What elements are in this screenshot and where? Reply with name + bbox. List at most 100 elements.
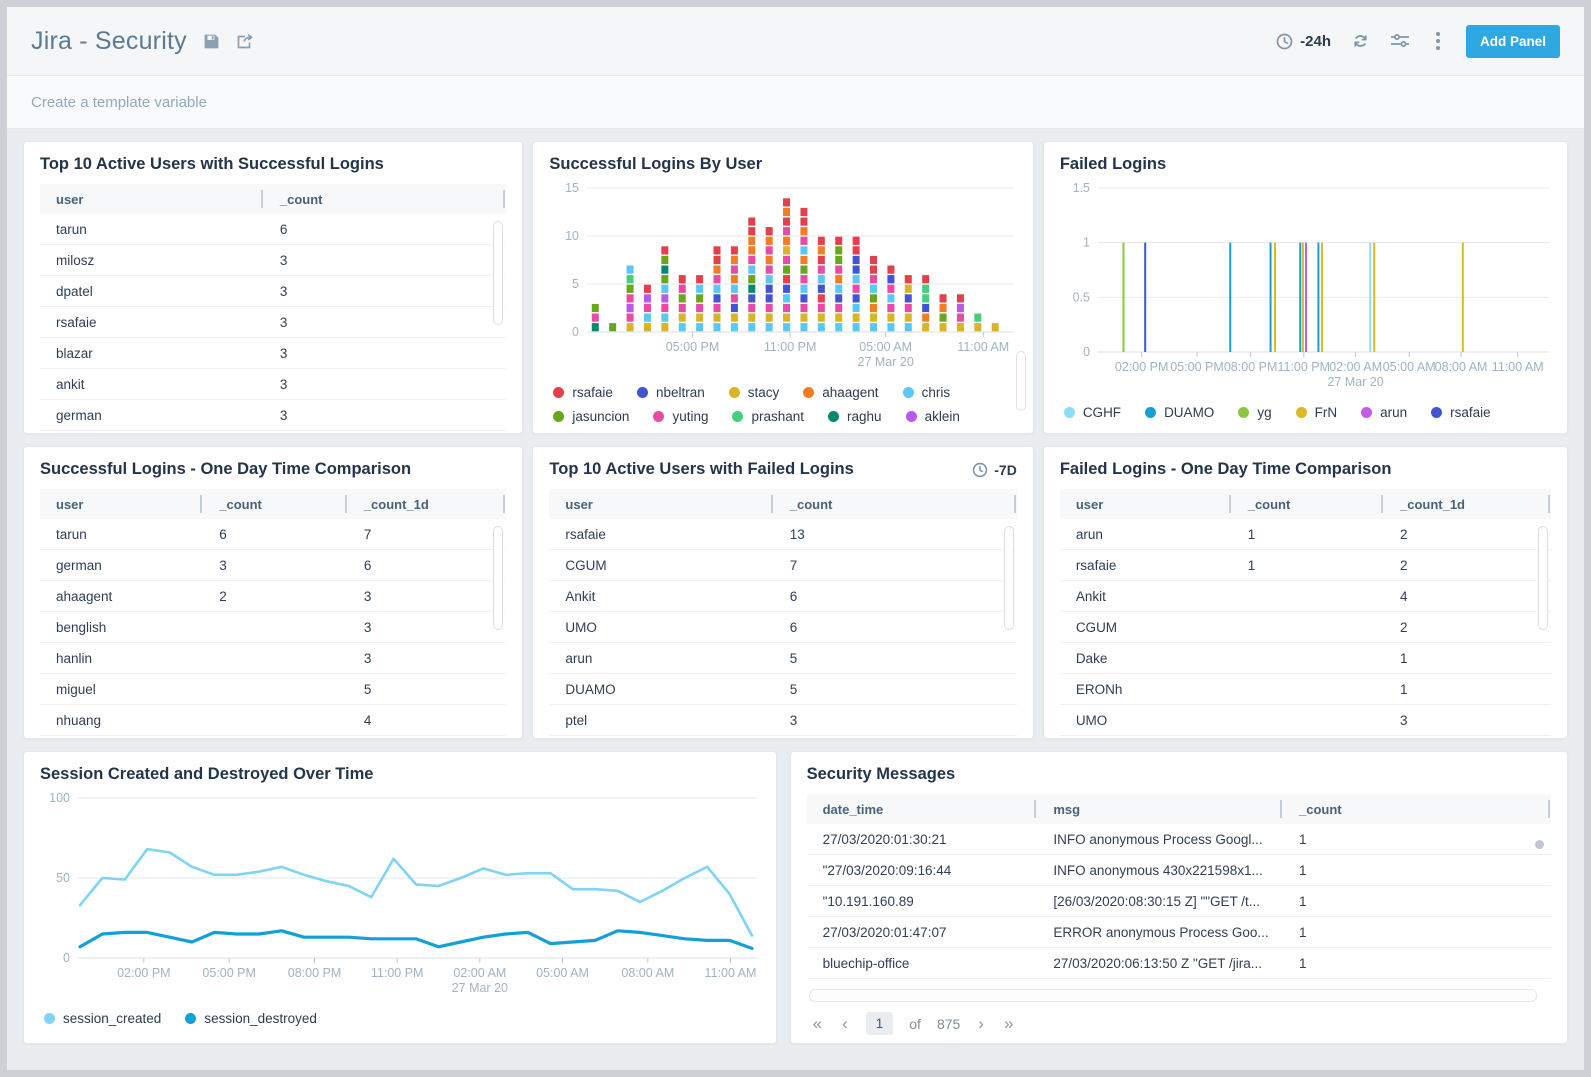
legend-item-ahaagent[interactable]: ahaagent xyxy=(803,385,879,400)
filters-icon[interactable] xyxy=(1390,33,1410,49)
table-cell: 7 xyxy=(347,519,507,550)
legend-item-jasuncion[interactable]: jasuncion xyxy=(553,409,629,424)
column-header-user[interactable]: user xyxy=(40,184,264,214)
legend-dot xyxy=(728,387,740,398)
save-icon[interactable] xyxy=(203,33,220,50)
legend-label: prashant xyxy=(751,409,805,424)
chart-legend: session_created session_destroyed xyxy=(40,1011,760,1026)
legend-item-CGHF[interactable]: CGHF xyxy=(1063,405,1121,420)
table-cell: 3 xyxy=(263,337,507,369)
column-header-user[interactable]: user xyxy=(1059,489,1232,519)
table-row: rsafaie 13 xyxy=(549,519,1017,550)
column-header-user[interactable]: user xyxy=(40,489,204,519)
column-divider xyxy=(503,495,506,513)
table-cell: 3 xyxy=(1383,704,1551,736)
table-cell xyxy=(203,642,348,674)
table-cell: 27/03/2020:06:13:50 Z "GET /jira... xyxy=(1037,947,1283,979)
export-icon[interactable] xyxy=(236,33,255,50)
column-header--count-1d[interactable]: _count_1d xyxy=(347,489,507,519)
legend-item-stacy[interactable]: stacy xyxy=(728,385,779,400)
top-failed-table: user _count rsafaie 13 CGUM 7 Ankit 6 UMO 6 arun 5 D… xyxy=(549,489,1017,736)
legend-item-yuting[interactable]: yuting xyxy=(653,409,708,424)
legend-dot xyxy=(1361,407,1373,418)
column-header--count[interactable]: _count xyxy=(263,184,507,214)
legend-item-rsafaie[interactable]: rsafaie xyxy=(553,385,613,400)
table-row: tarun 6 7 xyxy=(40,519,507,550)
svg-text:05:00 AM: 05:00 AM xyxy=(1383,360,1436,374)
prev-page-button[interactable]: ‹ xyxy=(842,1014,848,1033)
table-scrollbar[interactable] xyxy=(493,526,504,630)
svg-text:08:00 AM: 08:00 AM xyxy=(621,966,674,980)
template-variable-bar[interactable]: Create a template variable xyxy=(7,75,1584,129)
legend-dot xyxy=(828,411,840,422)
legend-item-DUAMO[interactable]: DUAMO xyxy=(1145,405,1214,420)
refresh-icon[interactable] xyxy=(1351,32,1370,50)
table-scrollbar[interactable] xyxy=(1534,840,1544,849)
table-cell: "10.191.160.89 xyxy=(806,885,1038,917)
svg-text:02:00 AM: 02:00 AM xyxy=(1329,360,1382,374)
svg-text:02:00 PM: 02:00 PM xyxy=(1115,360,1169,374)
last-page-button[interactable]: » xyxy=(1003,1014,1014,1033)
clock-icon xyxy=(973,462,988,477)
failed-logins-chart: 1.5 1 0.5 0 02:00 PM 05:00 PM 08:00 PM 11:00 PM… xyxy=(1060,178,1551,395)
table-cell: UMO xyxy=(1059,704,1232,736)
legend-item-session_created[interactable]: session_created xyxy=(44,1011,161,1026)
next-page-button[interactable]: › xyxy=(978,1014,984,1033)
column-header--count-1d[interactable]: _count_1d xyxy=(1383,489,1551,519)
column-divider xyxy=(344,495,347,513)
table-cell xyxy=(1231,673,1384,705)
more-options-icon[interactable] xyxy=(1430,30,1446,52)
legend-item-FrN[interactable]: FrN xyxy=(1295,405,1337,420)
svg-text:1.5: 1.5 xyxy=(1072,181,1089,195)
horizontal-scrollbar[interactable] xyxy=(808,989,1537,1002)
svg-text:02:00 AM: 02:00 AM xyxy=(453,966,506,980)
svg-text:05:00 AM: 05:00 AM xyxy=(860,340,913,354)
legend-scrollbar[interactable] xyxy=(1015,351,1026,411)
legend-label: ahaagent xyxy=(822,385,879,400)
legend-item-session_destroyed[interactable]: session_destroyed xyxy=(185,1011,317,1026)
legend-item-raghu[interactable]: raghu xyxy=(828,409,882,424)
legend-label: aklein xyxy=(924,409,960,424)
column-header-user[interactable]: user xyxy=(549,489,774,519)
column-divider xyxy=(503,190,506,208)
legend-item-yg[interactable]: yg xyxy=(1238,405,1272,420)
legend-item-aklein[interactable]: aklein xyxy=(905,409,960,424)
legend-item-chris[interactable]: chris xyxy=(902,385,950,400)
legend-item-nbeltran[interactable]: nbeltran xyxy=(636,385,705,400)
legend-dot xyxy=(553,387,565,398)
column-header--count[interactable]: _count xyxy=(1231,489,1384,519)
column-header--count[interactable]: _count xyxy=(773,489,1017,519)
column-header-date-time[interactable]: date_time xyxy=(806,794,1038,824)
legend-label: yuting xyxy=(672,409,709,424)
legend-item-arun[interactable]: arun xyxy=(1361,405,1407,420)
table-scrollbar[interactable] xyxy=(493,221,504,325)
chart-svg: 1.5 1 0.5 0 02:00 PM 05:00 PM 08:00 PM 11:00 PM… xyxy=(1072,181,1549,389)
first-page-button[interactable]: « xyxy=(812,1014,823,1033)
table-row: german 3 6 xyxy=(40,549,507,581)
legend-dot xyxy=(803,387,815,398)
time-range-control[interactable]: -24h xyxy=(1276,33,1331,50)
legend-item-rsafaie[interactable]: rsafaie xyxy=(1431,405,1491,420)
legend-label: yg xyxy=(1257,405,1272,420)
table-cell: ankit xyxy=(40,368,264,400)
table-scrollbar[interactable] xyxy=(1538,526,1548,630)
panel-top-success: Top 10 Active Users with Successful Logi… xyxy=(23,141,524,434)
column-header--count[interactable]: _count xyxy=(1282,794,1551,824)
column-header-msg[interactable]: msg xyxy=(1037,794,1283,824)
legend-item-prashant[interactable]: prashant xyxy=(732,409,804,424)
svg-text:11:00 PM: 11:00 PM xyxy=(1277,360,1330,374)
chart-svg: 100 50 0 02:00 PM 05:00 PM 08:00 PM 11:00 PM 02… xyxy=(49,791,758,995)
current-page[interactable]: 1 xyxy=(865,1012,894,1035)
table-row: CGUM 7 xyxy=(549,549,1017,581)
svg-text:08:00 PM: 08:00 PM xyxy=(288,966,342,980)
column-header--count[interactable]: _count xyxy=(203,489,348,519)
time-range-label: -24h xyxy=(1300,32,1331,50)
table-row: ptel 3 xyxy=(549,704,1017,736)
table-cell: DUAMO xyxy=(549,673,774,705)
add-panel-button[interactable]: Add Panel xyxy=(1465,24,1560,58)
table-scrollbar[interactable] xyxy=(1003,526,1014,630)
svg-text:0: 0 xyxy=(572,325,579,339)
legend-label: jasuncion xyxy=(572,409,630,424)
panel-success-by-user: Successful Logins By User 15 10 5 0 05:00 PM… xyxy=(532,141,1034,434)
template-variable-placeholder: Create a template variable xyxy=(31,93,207,111)
